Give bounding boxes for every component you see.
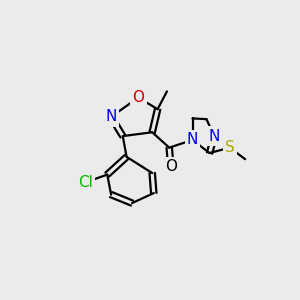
Text: O: O bbox=[165, 159, 177, 174]
Text: O: O bbox=[132, 90, 144, 105]
Text: S: S bbox=[225, 140, 235, 155]
Text: N: N bbox=[187, 133, 198, 148]
Text: N: N bbox=[208, 129, 220, 144]
Text: N: N bbox=[105, 109, 117, 124]
Text: Cl: Cl bbox=[78, 175, 93, 190]
